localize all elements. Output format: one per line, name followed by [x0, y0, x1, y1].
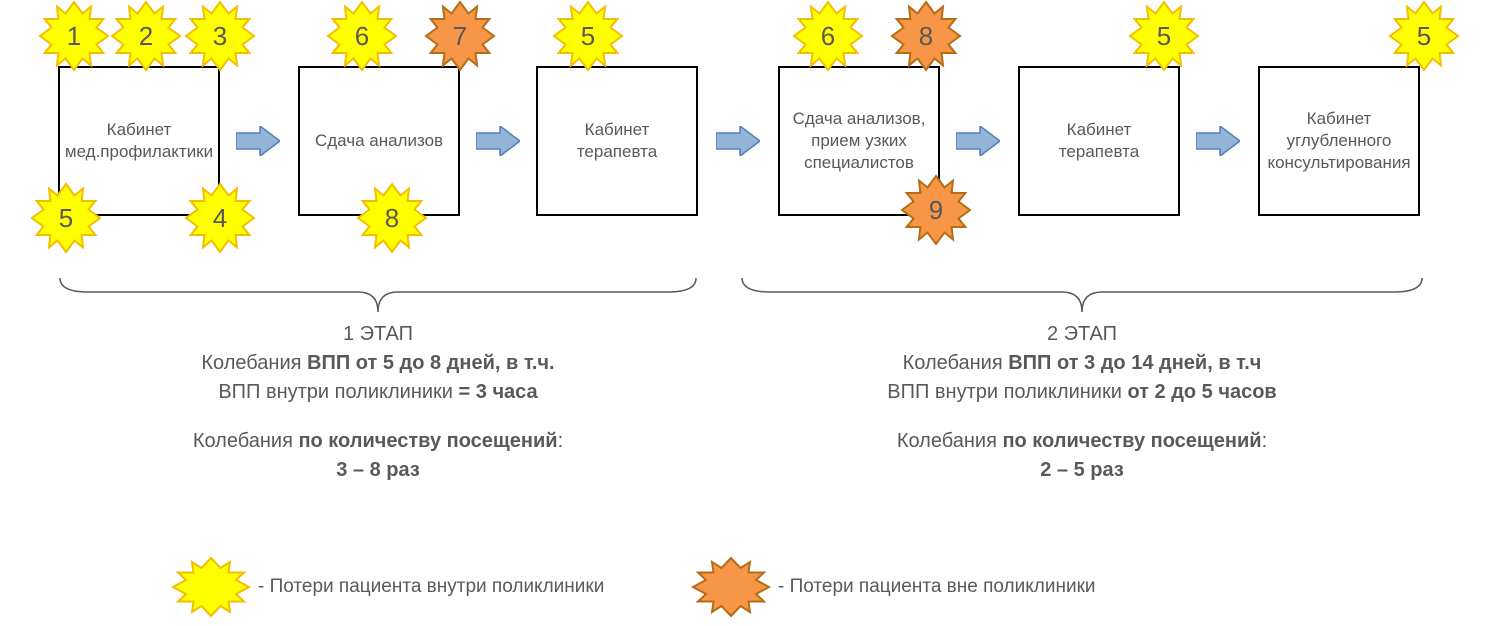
arrow-icon	[956, 126, 1000, 156]
burst-icon: 8	[356, 182, 428, 254]
burst-number: 8	[356, 182, 428, 254]
burst-number: 5	[30, 182, 102, 254]
flow-box-6: Кабинет углубленного консультирования	[1258, 66, 1420, 216]
arrow-icon	[236, 126, 280, 156]
burst-number: 6	[792, 0, 864, 72]
burst-number: 3	[184, 0, 256, 72]
stage2-line5: 2 – 5 раз	[740, 456, 1424, 485]
legend-yellow: - Потери пациента внутри поликлиники	[170, 556, 604, 618]
burst-legend-yellow-icon	[170, 556, 252, 618]
box-label: Кабинет углубленного консультирования	[1266, 108, 1412, 174]
burst-icon: 4	[184, 182, 256, 254]
box-label: Сдача анализов, прием узких специалистов	[786, 108, 932, 174]
arrow-icon	[716, 126, 760, 156]
stage2-text: 2 ЭТАП Колебания ВПП от 3 до 14 дней, в …	[740, 320, 1424, 485]
burst-icon: 5	[1128, 0, 1200, 72]
box-label: Кабинет терапевта	[1026, 119, 1172, 163]
legend-orange: - Потери пациента вне поликлиники	[690, 556, 1096, 618]
burst-number: 5	[1388, 0, 1460, 72]
burst-icon: 5	[552, 0, 624, 72]
burst-number: 6	[326, 0, 398, 72]
burst-icon: 1	[38, 0, 110, 72]
curly-brace-icon	[58, 276, 698, 316]
burst-icon: 8	[890, 0, 962, 72]
stage1-text: 1 ЭТАП Колебания ВПП от 5 до 8 дней, в т…	[58, 320, 698, 485]
burst-icon: 9	[900, 174, 972, 246]
burst-icon: 5	[1388, 0, 1460, 72]
stage2-line2: Колебания ВПП от 3 до 14 дней, в т.ч	[740, 349, 1424, 378]
burst-icon: 6	[326, 0, 398, 72]
flow-box-5: Кабинет терапевта	[1018, 66, 1180, 216]
burst-number: 8	[890, 0, 962, 72]
burst-legend-orange-icon	[690, 556, 772, 618]
arrow-icon	[1196, 126, 1240, 156]
stage2-line4: Колебания по количеству посещений:	[740, 427, 1424, 456]
burst-number: 4	[184, 182, 256, 254]
legend-orange-text: - Потери пациента вне поликлиники	[778, 576, 1096, 598]
burst-icon: 5	[30, 182, 102, 254]
burst-number: 5	[552, 0, 624, 72]
box-label: Кабинет терапевта	[544, 119, 690, 163]
stage1-line2: Колебания ВПП от 5 до 8 дней, в т.ч.	[58, 349, 698, 378]
curly-brace-icon	[740, 276, 1424, 316]
burst-number: 7	[424, 0, 496, 72]
arrow-icon	[476, 126, 520, 156]
stage1-line4: Колебания по количеству посещений:	[58, 427, 698, 456]
stage1-line3: ВПП внутри поликлиники = 3 часа	[58, 378, 698, 407]
box-label: Кабинет мед.профилактики	[65, 119, 213, 163]
box-label: Сдача анализов	[315, 130, 443, 152]
burst-number: 9	[900, 174, 972, 246]
stage2-line3: ВПП внутри поликлиники от 2 до 5 часов	[740, 378, 1424, 407]
stage1-line5: 3 – 8 раз	[58, 456, 698, 485]
burst-number: 1	[38, 0, 110, 72]
legend-yellow-text: - Потери пациента внутри поликлиники	[258, 576, 604, 598]
burst-number: 5	[1128, 0, 1200, 72]
stage1-title: 1 ЭТАП	[58, 320, 698, 349]
flow-box-3: Кабинет терапевта	[536, 66, 698, 216]
burst-icon: 7	[424, 0, 496, 72]
burst-number: 2	[110, 0, 182, 72]
burst-icon: 3	[184, 0, 256, 72]
burst-icon: 6	[792, 0, 864, 72]
stage2-title: 2 ЭТАП	[740, 320, 1424, 349]
burst-icon: 2	[110, 0, 182, 72]
